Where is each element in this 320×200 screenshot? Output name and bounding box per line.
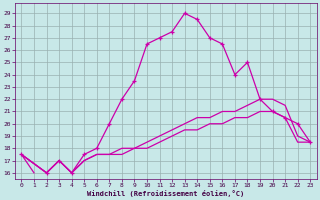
X-axis label: Windchill (Refroidissement éolien,°C): Windchill (Refroidissement éolien,°C) bbox=[87, 190, 244, 197]
